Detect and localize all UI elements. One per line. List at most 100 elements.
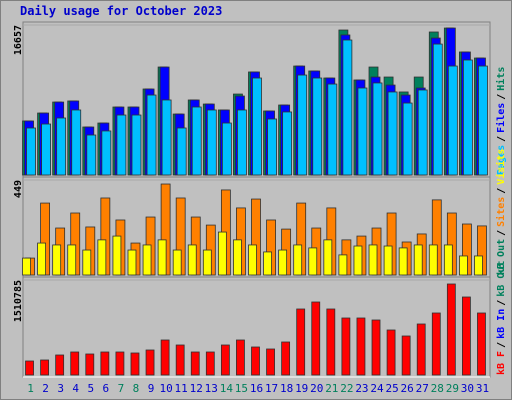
x-tick-label: 15 xyxy=(235,382,248,395)
legend: Pages / Files / Hits xyxy=(495,67,507,175)
bar xyxy=(446,283,456,376)
bar xyxy=(386,329,396,376)
bar xyxy=(202,249,212,276)
bar xyxy=(387,91,398,176)
x-tick-label: 19 xyxy=(295,382,308,395)
x-tick-label: 14 xyxy=(220,382,234,395)
bar xyxy=(175,344,185,376)
bar xyxy=(157,239,167,276)
x-tick-label: 20 xyxy=(310,382,323,395)
bar xyxy=(401,335,411,376)
bar xyxy=(115,351,125,376)
chart-title: Daily usage for October 2023 xyxy=(20,4,222,18)
x-tick-label: 17 xyxy=(265,382,278,395)
x-tick-label: 27 xyxy=(416,382,429,395)
legend-item: kB F xyxy=(496,351,507,375)
bar xyxy=(251,346,260,376)
legend-item: kB Out xyxy=(496,239,507,275)
bar xyxy=(127,249,137,276)
legend-item: Files xyxy=(495,103,507,133)
bar xyxy=(398,247,408,276)
bar xyxy=(413,244,423,276)
y-max-label: 1510785 xyxy=(13,280,24,322)
bar xyxy=(176,127,187,176)
x-tick-label: 3 xyxy=(57,382,64,395)
bar xyxy=(85,353,95,376)
bar xyxy=(326,308,336,376)
x-tick-label: 26 xyxy=(401,382,414,395)
bar xyxy=(237,109,247,176)
bar xyxy=(372,82,383,176)
bar xyxy=(26,127,36,176)
bar xyxy=(205,351,215,376)
legend-item: Visits xyxy=(495,149,507,185)
x-tick-label: 2 xyxy=(42,382,49,395)
legend-item: Pages xyxy=(496,145,507,175)
bar xyxy=(432,43,443,176)
x-tick-label: 9 xyxy=(148,382,155,395)
bar xyxy=(371,319,381,376)
x-tick-label: 24 xyxy=(370,382,384,395)
bar xyxy=(217,231,227,276)
x-tick-label: 25 xyxy=(385,382,398,395)
bar xyxy=(220,344,230,376)
bar xyxy=(338,254,348,276)
x-tick-label: 10 xyxy=(159,382,172,395)
bar xyxy=(459,255,468,276)
bar xyxy=(131,114,142,176)
legend-separator: / xyxy=(496,188,507,194)
bar xyxy=(263,251,272,276)
bar xyxy=(112,235,122,276)
bar xyxy=(357,87,368,176)
x-tick-label: 11 xyxy=(175,382,188,395)
bar xyxy=(190,351,200,376)
bar xyxy=(172,249,182,276)
x-tick-label: 1 xyxy=(27,382,34,395)
bar xyxy=(474,255,483,276)
legend: kB Out / Sites / Visits xyxy=(495,149,507,275)
x-tick-label: 5 xyxy=(87,382,94,395)
bar xyxy=(463,59,473,176)
bar xyxy=(55,354,65,376)
bar xyxy=(308,247,318,276)
bar xyxy=(41,123,51,176)
legend-separator: / xyxy=(496,230,507,236)
bar xyxy=(206,109,217,176)
x-tick-label: 4 xyxy=(72,382,79,395)
bar xyxy=(97,239,107,276)
bar xyxy=(116,114,127,176)
bar xyxy=(447,65,458,176)
bar xyxy=(297,74,308,176)
legend-separator: / xyxy=(496,136,507,142)
legend-item: kB In xyxy=(496,309,507,339)
bar xyxy=(161,99,172,176)
x-tick-label: 31 xyxy=(476,382,489,395)
bar xyxy=(323,239,333,276)
bar xyxy=(462,296,471,376)
bar xyxy=(428,244,438,276)
bar xyxy=(100,351,110,376)
bar xyxy=(327,83,338,176)
x-tick-label: 21 xyxy=(325,382,338,395)
bar xyxy=(52,244,62,276)
x-tick-label: 13 xyxy=(205,382,218,395)
bar xyxy=(82,249,92,276)
bar xyxy=(145,349,155,376)
bar xyxy=(101,130,112,176)
bar xyxy=(70,351,80,376)
bar xyxy=(416,323,426,376)
x-tick-label: 23 xyxy=(355,382,368,395)
x-tick-label: 22 xyxy=(340,382,353,395)
bar xyxy=(417,89,428,176)
bar xyxy=(236,339,245,376)
bar xyxy=(266,348,275,376)
bar xyxy=(248,244,257,276)
bar xyxy=(86,134,97,176)
bar xyxy=(22,257,31,276)
y-max-label: 449 xyxy=(13,180,24,198)
legend-separator: / xyxy=(496,94,507,100)
bar xyxy=(312,77,323,176)
bar xyxy=(477,312,486,376)
x-tick-label: 16 xyxy=(250,382,263,395)
